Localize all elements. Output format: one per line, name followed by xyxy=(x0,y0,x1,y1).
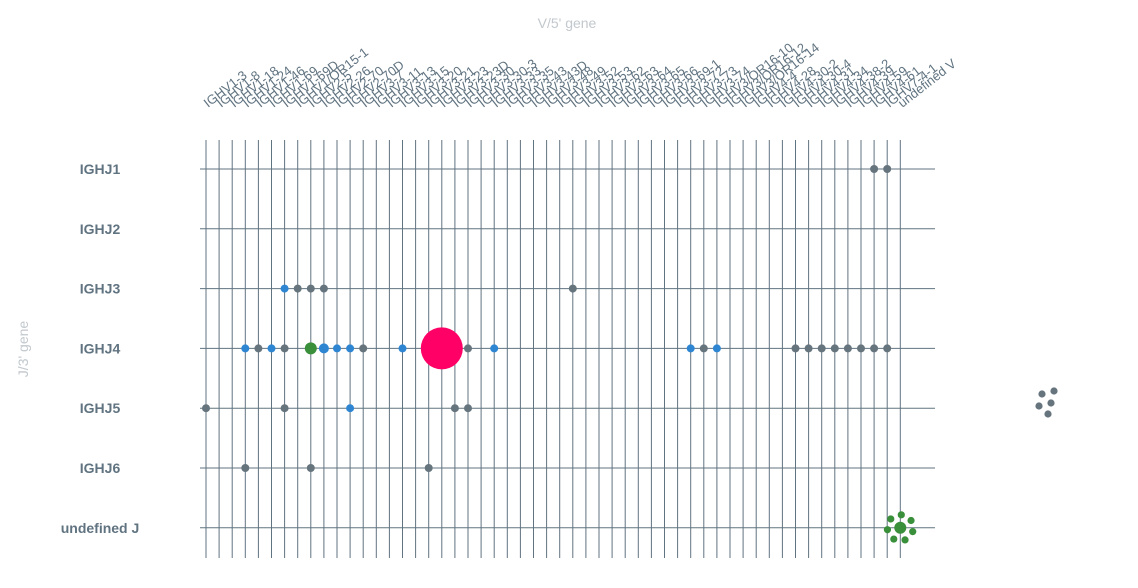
satellite-clusters xyxy=(883,387,1058,544)
data-point[interactable] xyxy=(830,344,839,353)
y-tick-label: IGHJ2 xyxy=(80,221,121,237)
data-point[interactable] xyxy=(843,344,852,353)
data-point[interactable] xyxy=(450,404,459,413)
undefined-cluster-point xyxy=(883,526,892,534)
data-point[interactable] xyxy=(267,344,276,353)
y-tick-labels: IGHJ1 IGHJ2 IGHJ3 IGHJ4 IGHJ5 IGHJ6 undefined … xyxy=(61,161,140,536)
data-point[interactable] xyxy=(857,344,865,353)
data-point[interactable] xyxy=(870,165,879,173)
data-point[interactable] xyxy=(464,404,472,413)
data-point[interactable] xyxy=(870,344,879,353)
data-point[interactable] xyxy=(306,464,315,472)
data-point[interactable] xyxy=(280,404,289,413)
offchart-cluster-point xyxy=(1047,399,1055,407)
data-point[interactable] xyxy=(318,343,329,354)
data-point[interactable] xyxy=(280,284,289,293)
data-point[interactable] xyxy=(346,344,355,353)
data-point[interactable] xyxy=(241,464,250,472)
y-tick-label: undefined J xyxy=(61,520,140,536)
data-point[interactable] xyxy=(464,344,472,353)
y-tick-label: IGHJ5 xyxy=(80,400,121,416)
data-point[interactable] xyxy=(202,404,210,413)
data-point[interactable] xyxy=(346,404,355,413)
data-point[interactable] xyxy=(490,344,499,353)
undefined-cluster-point xyxy=(907,516,915,525)
data-point[interactable] xyxy=(686,344,695,353)
undefined-cluster-point xyxy=(887,515,895,523)
data-point[interactable] xyxy=(568,284,577,293)
data-point[interactable] xyxy=(712,344,721,353)
y-tick-label: IGHJ3 xyxy=(80,281,121,297)
undefined-cluster-point xyxy=(909,528,917,536)
data-point[interactable] xyxy=(319,284,328,293)
y-tick-label: IGHJ1 xyxy=(80,161,121,177)
data-point[interactable] xyxy=(817,344,826,353)
offchart-cluster-point xyxy=(1050,387,1058,395)
offchart-cluster-point xyxy=(1038,390,1046,398)
offchart-cluster-point xyxy=(1035,402,1043,410)
data-point[interactable] xyxy=(804,344,813,353)
data-point[interactable] xyxy=(241,344,250,353)
data-point[interactable] xyxy=(398,344,407,353)
y-tick-label: IGHJ4 xyxy=(80,340,121,356)
undefined-cluster-point xyxy=(901,536,909,544)
data-point[interactable] xyxy=(254,344,263,353)
undefined-cluster-point xyxy=(890,535,898,543)
data-point[interactable] xyxy=(304,342,317,355)
data-point[interactable] xyxy=(883,344,892,353)
data-points xyxy=(202,165,907,534)
data-point[interactable] xyxy=(791,344,800,353)
data-point[interactable] xyxy=(424,464,433,472)
data-point[interactable] xyxy=(280,344,289,353)
y-tick-label: IGHJ6 xyxy=(80,460,121,476)
data-point[interactable] xyxy=(883,165,892,173)
data-point[interactable] xyxy=(699,344,708,353)
data-point[interactable] xyxy=(293,284,302,293)
undefined-cluster-point xyxy=(897,511,905,519)
data-point[interactable] xyxy=(420,327,463,370)
y-axis-title: J/3' gene xyxy=(15,321,31,378)
data-point[interactable] xyxy=(359,344,368,353)
x-axis-title: V/5' gene xyxy=(538,15,597,31)
x-tick-labels: IGHV1-3IGHV1-8IGHV1-18IGHV1-24IGHV1-46IG… xyxy=(201,40,959,111)
data-point[interactable] xyxy=(306,284,315,293)
data-point[interactable] xyxy=(894,521,907,534)
offchart-cluster-point xyxy=(1044,410,1052,418)
data-point[interactable] xyxy=(333,344,341,353)
